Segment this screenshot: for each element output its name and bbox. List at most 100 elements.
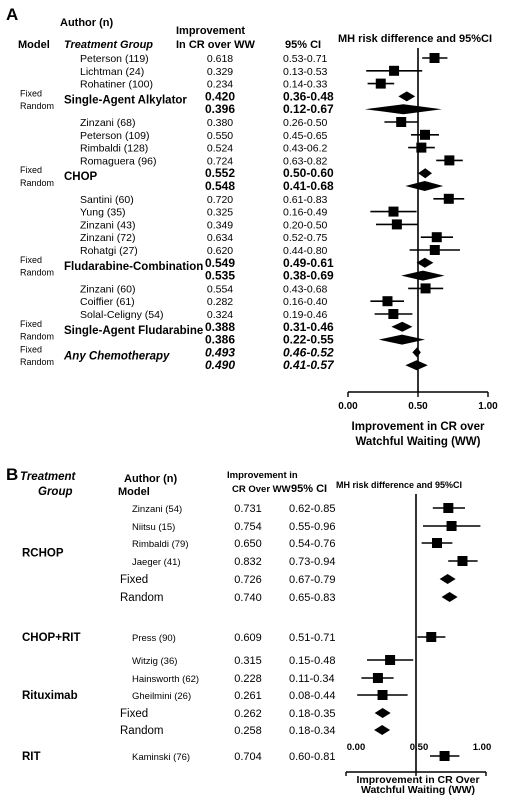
model-label: Fixed [120, 574, 148, 586]
group-label: Any Chemotherapy [63, 350, 170, 362]
point-estimate-square [439, 751, 450, 761]
model-label: Random [120, 592, 163, 604]
point-estimate-square [429, 245, 440, 255]
pooled-diamond [374, 708, 391, 718]
improvement-value: 0.325 [207, 207, 233, 219]
pooled-diamond [405, 360, 428, 371]
ci-value: 0.55-0.96 [289, 521, 335, 533]
improvement-value: 0.262 [234, 708, 262, 720]
improvement-value: 0.720 [207, 194, 233, 206]
ci-value: 0.46-0.52 [283, 345, 334, 359]
improvement-value: 0.552 [205, 166, 235, 180]
improvement-value: 0.386 [205, 333, 235, 347]
group-label: CHOP [64, 171, 98, 183]
ci-value: 0.19-0.46 [283, 309, 328, 321]
improvement-value: 0.832 [234, 556, 262, 568]
panel-b-ci-header: 95% CI [291, 483, 327, 495]
study-label: Romaguera (96) [80, 155, 156, 167]
x-tick-label: 0.00 [347, 742, 366, 753]
improvement-value: 0.549 [205, 256, 235, 270]
ci-value: 0.16-0.49 [283, 207, 328, 219]
study-label: Peterson (109) [80, 130, 149, 142]
x-tick-label: 0.50 [408, 401, 428, 412]
ci-value: 0.22-0.55 [283, 333, 334, 347]
panel-a-ci-header: 95% CI [285, 39, 321, 51]
panel-b-model-header: Model [118, 486, 150, 498]
improvement-value: 0.724 [207, 155, 233, 167]
study-label: Witzig (36) [132, 656, 177, 667]
pooled-diamond [401, 270, 445, 281]
study-label: Solal-Celigny (54) [80, 309, 163, 321]
point-estimate-square [372, 673, 383, 683]
point-estimate-square [444, 155, 455, 166]
ci-value: 0.20-0.50 [283, 219, 328, 231]
point-estimate-square [432, 538, 442, 548]
point-estimate-square [420, 129, 430, 140]
ci-value: 0.36-0.48 [283, 89, 334, 103]
panel-b-plot-title: MH risk difference and 95%CI [336, 480, 462, 490]
panel-a-improvement-header: Improvement [176, 25, 245, 37]
ci-value: 0.18-0.34 [289, 725, 335, 737]
ci-value: 0.14-0.33 [283, 79, 328, 91]
ci-value: 0.15-0.48 [289, 655, 335, 667]
study-label: Rohatgi (27) [80, 245, 138, 257]
point-estimate-square [375, 78, 386, 89]
study-label: Hainsworth (62) [132, 674, 199, 685]
improvement-value: 0.731 [234, 503, 262, 515]
study-label: Santini (60) [80, 194, 134, 206]
treatment-group-label: RCHOP [22, 548, 64, 560]
pooled-diamond [418, 168, 432, 179]
x-axis-label-2: Watchful Waiting (WW) [356, 436, 481, 448]
ci-value: 0.31-0.46 [283, 320, 334, 334]
improvement-value: 0.380 [207, 117, 233, 129]
point-estimate-square [446, 521, 457, 531]
improvement-value: 0.282 [207, 296, 233, 308]
improvement-value: 0.490 [205, 358, 235, 372]
panel-b-author-header: Author (n) [124, 473, 177, 485]
pooled-diamond [374, 725, 391, 735]
group-label: Fludarabine-Combination [64, 261, 203, 273]
panel-b-group-header-2: Group [38, 486, 73, 498]
study-label: Zinzani (72) [80, 232, 135, 244]
ci-value: 0.51-0.71 [289, 632, 335, 644]
study-label: Gheilmini (26) [132, 691, 191, 702]
ci-value: 0.41-0.68 [283, 179, 334, 193]
model-label: Fixed [20, 344, 42, 354]
group-label: Single-Agent Fludarabine [64, 325, 203, 337]
improvement-value: 0.704 [234, 751, 262, 763]
model-label: Fixed [120, 708, 148, 720]
improvement-value: 0.258 [234, 725, 262, 737]
study-label: Zinzani (43) [80, 219, 135, 231]
improvement-value: 0.324 [207, 309, 233, 321]
point-estimate-square [377, 690, 388, 700]
treatment-group-label: RIT [22, 751, 41, 763]
point-estimate-square [457, 556, 468, 566]
improvement-value: 0.261 [234, 690, 262, 702]
study-label: Coiffier (61) [80, 296, 135, 308]
ci-value: 0.44-0.80 [283, 245, 328, 257]
point-estimate-square [431, 232, 442, 243]
panel-a-improvement-header-2: In CR over WW [176, 39, 255, 51]
treatment-group-label: CHOP+RIT [22, 632, 80, 644]
x-axis-label: Improvement in CR over [352, 421, 485, 433]
pooled-diamond [412, 347, 421, 358]
ci-value: 0.16-0.40 [283, 296, 328, 308]
study-label: Yung (35) [80, 207, 126, 219]
model-label: Random [20, 101, 54, 111]
model-label: Fixed [20, 165, 42, 175]
point-estimate-square [416, 142, 427, 153]
x-tick-label: 1.00 [473, 742, 492, 753]
group-label: Single-Agent Alkylator [64, 94, 187, 106]
point-estimate-square [385, 655, 396, 665]
improvement-value: 0.315 [234, 655, 262, 667]
ci-value: 0.45-0.65 [283, 130, 328, 142]
point-estimate-square [389, 65, 400, 76]
point-estimate-square [420, 283, 431, 294]
improvement-value: 0.535 [205, 269, 235, 283]
model-label: Random [20, 178, 54, 188]
panel-a-author-header: Author (n) [60, 17, 113, 29]
panel-a-group-header: Treatment Group [64, 39, 153, 51]
model-label: Fixed [20, 255, 42, 265]
ci-value: 0.41-0.57 [283, 358, 335, 372]
ci-value: 0.18-0.35 [289, 708, 335, 720]
